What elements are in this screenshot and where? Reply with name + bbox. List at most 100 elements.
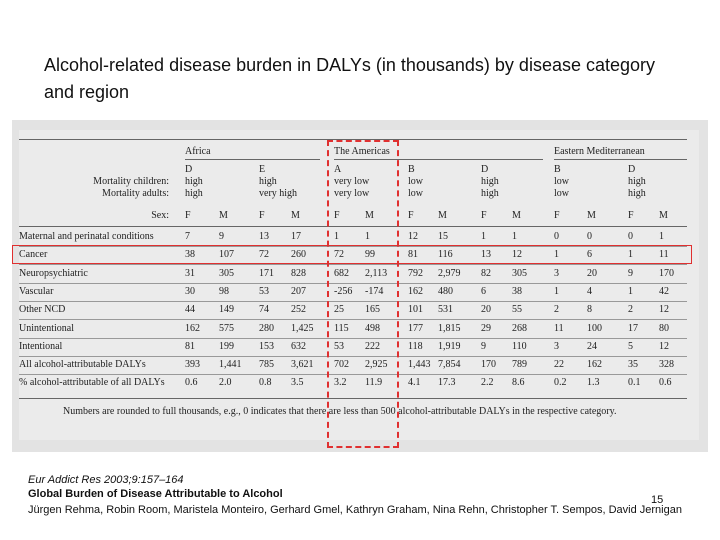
table-cell: 74 [259, 304, 269, 316]
table-cell: 11 [659, 249, 669, 261]
subgroup-code: D [185, 164, 193, 175]
row-rule [19, 355, 687, 357]
subgroup-children: high [259, 176, 277, 187]
table-cell: 20 [481, 304, 491, 316]
subgroup-adults: high [185, 188, 203, 199]
table-cell: 99 [365, 249, 375, 261]
table-cell: 2.0 [219, 377, 232, 389]
table-cell: 0.8 [259, 377, 272, 389]
region-header-americas: The Americas [334, 146, 390, 157]
table-cell: 0.2 [554, 377, 567, 389]
header-rule [19, 226, 687, 227]
table-cell: 17 [291, 231, 301, 242]
table-cell: 81 [408, 249, 418, 261]
sex-header: M [219, 210, 228, 221]
table-top-rule [19, 139, 687, 140]
table-cell: -256 [334, 285, 353, 297]
table-cell: 29 [481, 322, 491, 334]
table-cell: 82 [481, 267, 491, 279]
table-cell: 17 [628, 322, 638, 334]
sex-header: F [185, 210, 191, 221]
table-cell: 6 [587, 249, 592, 261]
table-cell: 20 [587, 267, 597, 279]
table-cell: 25 [334, 304, 344, 316]
table-cell: 0 [587, 231, 592, 242]
table-cell: 1,441 [219, 359, 242, 371]
table-cell: 2 [554, 304, 559, 316]
table-cell: 2,979 [438, 267, 461, 279]
row-rule [19, 319, 687, 321]
table-cell: 1,919 [438, 340, 461, 352]
table-cell: 1.3 [587, 377, 600, 389]
sex-header: M [438, 210, 447, 221]
table-cell: 11.9 [365, 377, 383, 389]
sex-header: M [365, 210, 374, 221]
table-cell: 38 [185, 249, 195, 261]
table-cell: 53 [334, 340, 344, 352]
table-cell: 1 [628, 249, 633, 261]
table-cell: 80 [659, 322, 669, 334]
table-cell: 2.2 [481, 377, 494, 389]
table-cell: 162 [587, 359, 602, 371]
subgroup-code: B [554, 164, 561, 175]
table-cell: 260 [291, 249, 306, 261]
table-cell: 1,443 [408, 359, 431, 371]
cancer-row-highlight [12, 245, 692, 264]
table-bottom-rule [19, 398, 687, 399]
table-cell: 107 [219, 249, 234, 261]
table-cell: 116 [438, 249, 453, 261]
row-label: % alcohol-attributable of all DALYs [19, 377, 165, 389]
subgroup-children: very low [334, 176, 370, 187]
table-cell: 170 [659, 267, 674, 279]
table-cell: 1 [659, 231, 664, 242]
table-cell: 222 [365, 340, 380, 352]
table-cell: 81 [185, 340, 195, 352]
table-cell: 280 [259, 322, 274, 334]
table-cell: 1 [334, 231, 339, 242]
subgroup-code: D [628, 164, 636, 175]
row-rule [19, 264, 687, 266]
region-rule [185, 159, 320, 160]
table-cell: 162 [185, 322, 200, 334]
sex-header: F [259, 210, 265, 221]
table-cell: 22 [554, 359, 564, 371]
table-cell: 8.6 [512, 377, 525, 389]
sex-header: F [554, 210, 560, 221]
subgroup-children: high [185, 176, 203, 187]
sex-header: M [587, 210, 596, 221]
subgroup-adults: very low [334, 188, 370, 199]
subgroup-code: E [259, 164, 266, 175]
table-cell: 682 [334, 267, 349, 279]
sex-header: M [512, 210, 521, 221]
sex-header: M [659, 210, 668, 221]
row-label: Maternal and perinatal conditions [19, 231, 154, 242]
subgroup-children: low [408, 176, 423, 187]
table-cell: 171 [259, 267, 274, 279]
table-cell: 30 [185, 285, 195, 297]
table-cell: 9 [219, 231, 224, 242]
table-cell: 7,854 [438, 359, 461, 371]
table-cell: 480 [438, 285, 453, 297]
table-cell: 792 [408, 267, 423, 279]
table-cell: 328 [659, 359, 674, 371]
table-cell: 72 [334, 249, 344, 261]
table-cell: 13 [259, 231, 269, 242]
table-cell: 702 [334, 359, 349, 371]
table-cell: 1 [512, 231, 517, 242]
table-cell: 1 [628, 285, 633, 297]
page-number: 15 [651, 494, 664, 506]
slide-title: Alcohol-related disease burden in DALYs … [44, 55, 656, 102]
sex-label: Sex: [151, 210, 169, 221]
citation-paper-title: Global Burden of Disease Attributable to… [28, 488, 283, 500]
sex-header: F [334, 210, 340, 221]
subgroup-code: B [408, 164, 415, 175]
table-cell: 0 [554, 231, 559, 242]
table-cell: 170 [481, 359, 496, 371]
table-cell: 0 [628, 231, 633, 242]
subgroup-adults: high [628, 188, 646, 199]
table-cell: 207 [291, 285, 306, 297]
table-cell: 153 [259, 340, 274, 352]
sex-header: F [628, 210, 634, 221]
table-cell: -174 [365, 285, 384, 297]
table-cell: 4.1 [408, 377, 421, 389]
